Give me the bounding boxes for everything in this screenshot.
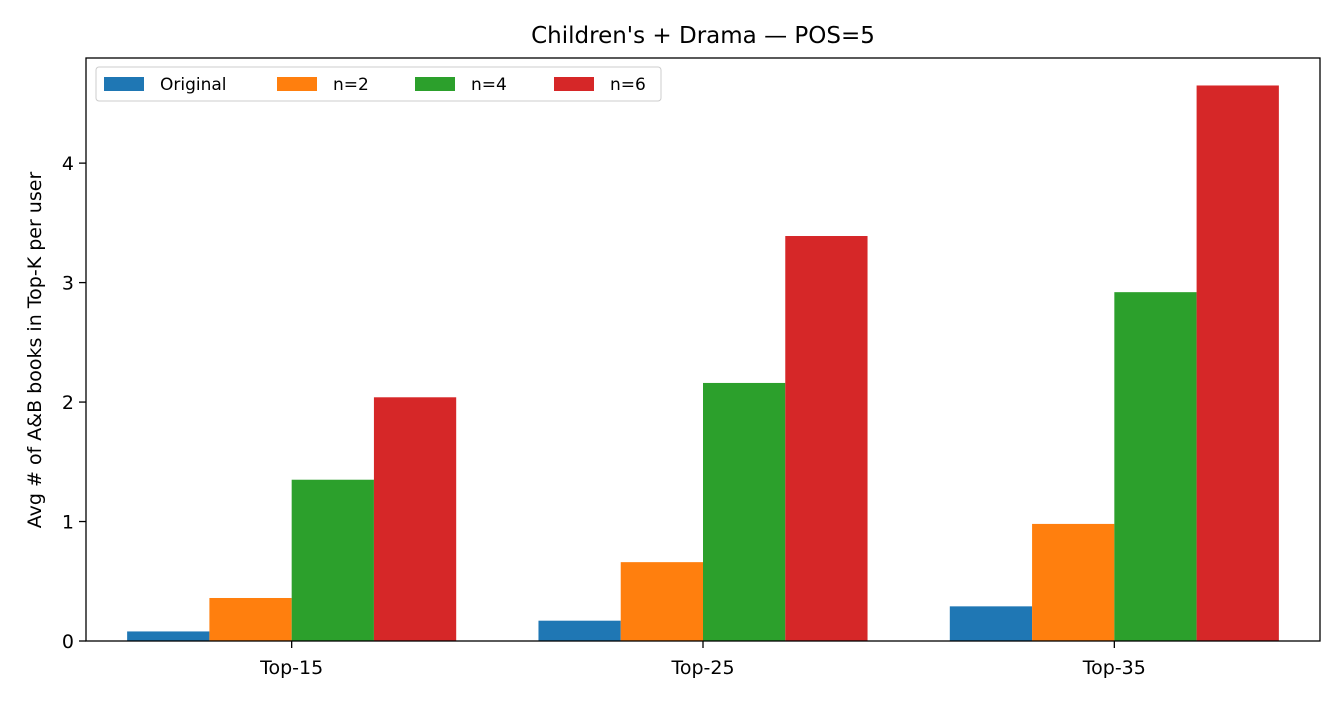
x-axis: Top-15 Top-25 Top-35 bbox=[259, 641, 1146, 679]
legend-swatch-Original bbox=[104, 77, 144, 91]
legend-swatch-n=4 bbox=[415, 77, 455, 91]
x-tick-label: Top-35 bbox=[1082, 657, 1146, 679]
legend-swatch-n=6 bbox=[554, 77, 594, 91]
y-axis-label: Avg # of A&B books in Top-K per user bbox=[24, 172, 46, 529]
bar-Original-Top-15 bbox=[127, 631, 210, 641]
y-tick-label: 1 bbox=[62, 512, 74, 534]
bar-n=6-Top-35 bbox=[1196, 85, 1279, 642]
y-tick-label: 2 bbox=[62, 392, 74, 414]
legend-swatch-n=2 bbox=[277, 77, 317, 91]
bars-group bbox=[127, 85, 1279, 642]
legend-label: n=6 bbox=[610, 75, 646, 95]
bar-Original-Top-25 bbox=[538, 620, 621, 641]
legend-label: n=4 bbox=[471, 75, 507, 95]
bar-n=4-Top-35 bbox=[1114, 292, 1197, 641]
legend: Original n=2 n=4 n=6 bbox=[95, 66, 662, 102]
legend-label: n=2 bbox=[333, 75, 369, 95]
bar-Original-Top-35 bbox=[949, 606, 1033, 641]
y-tick-label: 3 bbox=[62, 273, 74, 295]
chart-title: Children's + Drama — POS=5 bbox=[531, 23, 875, 49]
bar-n=2-Top-35 bbox=[1032, 523, 1115, 641]
bar-n=4-Top-25 bbox=[703, 382, 786, 641]
bar-n=6-Top-25 bbox=[785, 236, 868, 641]
bar-n=4-Top-15 bbox=[291, 479, 374, 641]
y-tick-label: 4 bbox=[62, 153, 74, 175]
x-tick-label: Top-15 bbox=[259, 657, 323, 679]
bar-n=2-Top-25 bbox=[620, 562, 703, 641]
bar-n=6-Top-15 bbox=[373, 397, 457, 641]
bar-n=2-Top-15 bbox=[209, 597, 292, 641]
plot-frame bbox=[85, 57, 1321, 642]
y-axis: 0 1 2 3 4 bbox=[62, 153, 86, 653]
legend-frame bbox=[95, 66, 662, 102]
legend-label: Original bbox=[160, 75, 227, 95]
y-tick-label: 0 bbox=[62, 631, 74, 653]
x-tick-label: Top-25 bbox=[670, 657, 734, 679]
